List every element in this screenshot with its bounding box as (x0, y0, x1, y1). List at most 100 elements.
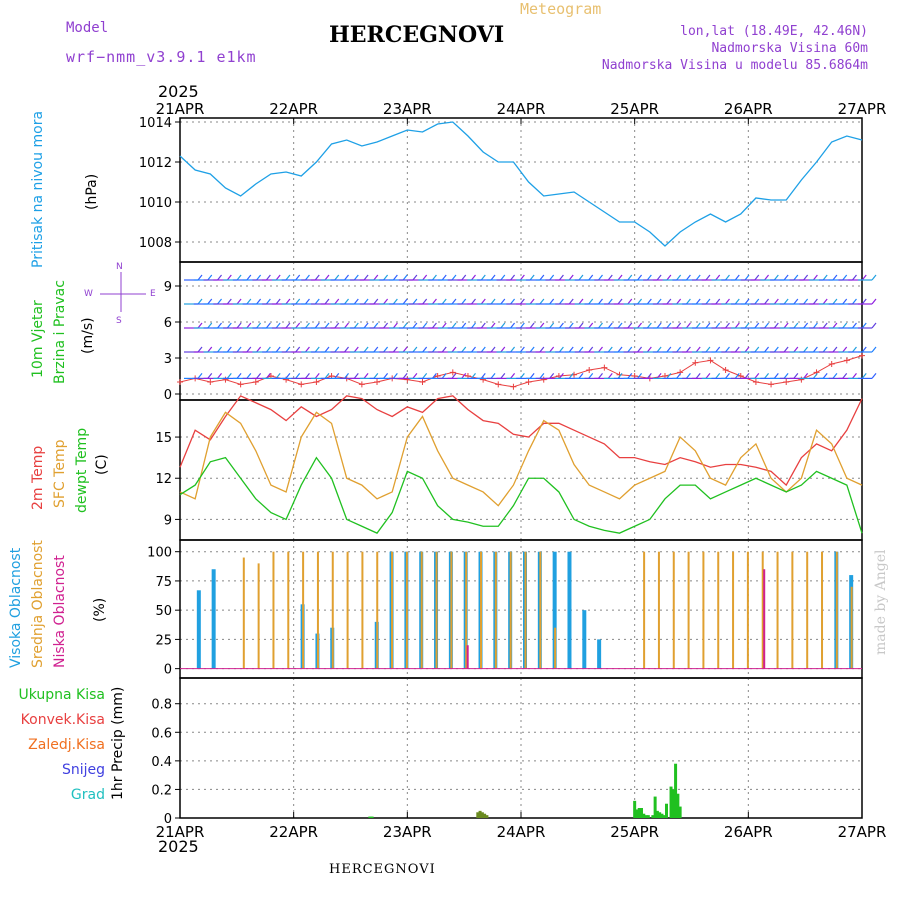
wind-barb-flag (246, 274, 252, 281)
wind-barb-flag (363, 322, 369, 329)
wind-barb-flag (256, 274, 262, 281)
precip-legend-snow: Snijeg (61, 762, 105, 778)
wind-barb-flag (851, 373, 857, 379)
mid-cloud-bar (316, 551, 319, 669)
wind-barb-flag (304, 298, 310, 305)
wind-barb-flag (578, 346, 584, 353)
wind-barb-flag (324, 322, 330, 329)
wind-barb-flag (510, 346, 516, 353)
wind-barb-flag (392, 322, 398, 329)
wind-barb-flag (412, 373, 418, 379)
wind-barb-flag (275, 322, 281, 329)
wind-barb-flag (519, 298, 525, 305)
wind-barb-flag (373, 322, 379, 329)
wind-barb-flag (549, 322, 555, 329)
wind-barb-flag (471, 274, 476, 281)
wind-barb-flag (334, 346, 340, 353)
wind-barb-flag (803, 274, 809, 281)
wind-barb-flag (549, 346, 555, 353)
mid-cloud-bar (331, 551, 334, 669)
wind-barb-flag (568, 274, 574, 281)
wind-barb-flag (295, 298, 301, 305)
wind-barb-flag (656, 274, 662, 281)
wind-barb-flag (373, 346, 379, 353)
wind-barb-flag (637, 322, 643, 329)
precip-bar (646, 815, 650, 818)
wind-barb-flag (744, 274, 750, 281)
wind-barb-flag (607, 322, 613, 329)
wind-barb-flag (705, 298, 711, 305)
time-label-bottom: 26APR (724, 823, 773, 841)
wind-barb-flag (295, 322, 301, 329)
time-label-bottom: 25APR (610, 823, 659, 841)
wind-barb-flag (256, 373, 262, 379)
wind-barb-flag (695, 274, 701, 281)
wind-barb-flag (598, 373, 603, 379)
wind-barb-flag (519, 322, 525, 329)
wind-barb-flag (246, 346, 252, 353)
y-tick-label: 9 (164, 513, 172, 528)
wind-barb-flag (461, 298, 467, 305)
wind-barb-flag (265, 346, 271, 353)
sfc-label: SFC Temp (52, 439, 68, 508)
wind-barb-flag (764, 298, 770, 305)
wind-barb-flag (451, 274, 457, 281)
wind-barb-flag (617, 373, 623, 379)
wind-barb-flag (441, 322, 447, 329)
wind-barb-flag (314, 298, 320, 305)
wind-speed-marker (404, 376, 411, 383)
precip-bar (642, 813, 646, 818)
model-label: Model (66, 20, 109, 36)
mid-cloud-bar (302, 551, 305, 669)
wind-barb-flag (500, 274, 506, 281)
lonlat-text: lon,lat (18.49E, 42.46N) (680, 24, 868, 39)
wind-barb-flag (832, 274, 838, 281)
temp-unit: (C) (94, 454, 110, 475)
wind-barb-flag (539, 274, 545, 281)
mid-cloud-bar (732, 551, 735, 669)
wind-barb-flag (734, 373, 740, 379)
wind-barb-flag (783, 373, 789, 379)
wind-barb-flag (304, 274, 310, 281)
wind-barb-flag (588, 373, 594, 379)
wind-barb-flag (783, 322, 789, 329)
wind-barb-flag (412, 274, 418, 281)
wind-barb-flag (461, 346, 467, 353)
wind-barb-flag (861, 373, 867, 379)
wind-barb-flag (617, 346, 623, 353)
wind-barb-flag (725, 373, 730, 379)
wind-barb-flag (314, 373, 320, 379)
wind-barb-flag (461, 274, 467, 281)
time-label-bottom: 24APR (497, 823, 546, 841)
wind-barb-flag (764, 346, 770, 353)
wind-barb-flag (578, 373, 584, 379)
wind-barb-flag (500, 298, 506, 305)
precip-legend-conv: Konvek.Kisa (20, 712, 105, 728)
mid-cloud-bar (480, 551, 483, 669)
wind-barb-flag (666, 298, 672, 305)
wind-barb-flag (304, 346, 310, 353)
wind-barb-flag (197, 322, 203, 329)
wind-barb-flag (705, 373, 711, 379)
wind-barb-flag (431, 373, 437, 379)
wind-barb-flag (851, 298, 857, 305)
y-tick-label: 0.4 (151, 755, 172, 770)
y-tick-label: 0.2 (151, 783, 172, 798)
wind-barb-flag (217, 274, 223, 281)
wind-barb-flag (656, 322, 662, 329)
wind-barb-flag (236, 298, 242, 305)
y-tick-label: 9 (164, 280, 172, 295)
wind-barb-flag (353, 322, 359, 329)
wind-barb-flag (412, 346, 418, 353)
wind-barb-flag (324, 274, 330, 281)
wind-barb-flag (519, 274, 525, 281)
wind-barb-flag (334, 298, 340, 305)
wind-barb-flag (783, 346, 789, 353)
wind-barb-flag (422, 346, 428, 353)
wind-barb-flag (666, 373, 672, 379)
wind-barb-flag (588, 322, 594, 329)
wind-barb-flag (598, 346, 603, 353)
wind-barb-flag (861, 322, 867, 329)
mid-cloud-bar (806, 551, 809, 669)
wind-barb-flag (646, 298, 652, 305)
